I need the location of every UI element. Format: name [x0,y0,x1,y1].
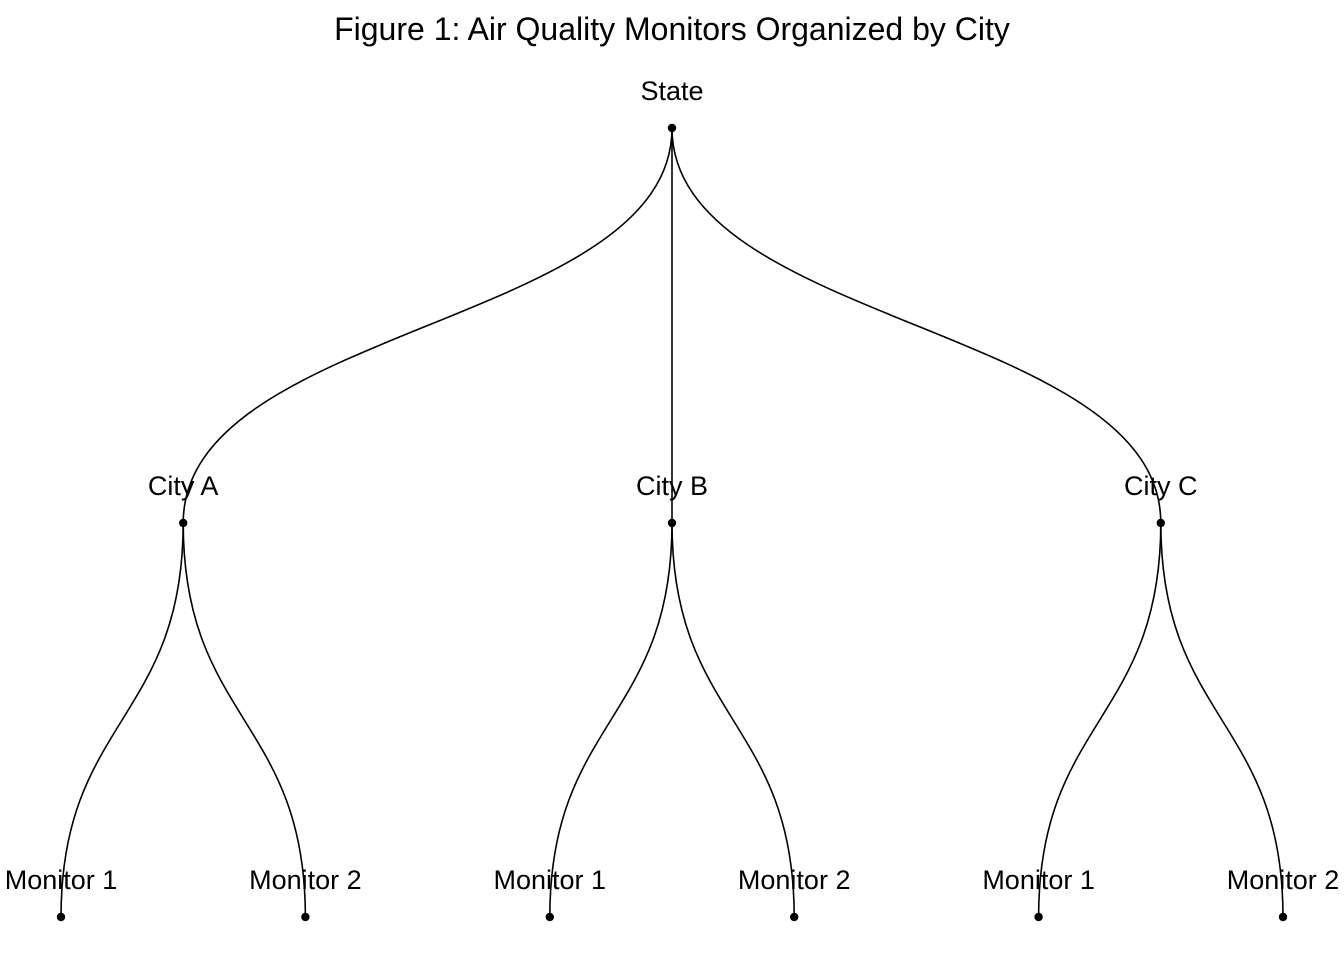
node-city-c-monitor-2: Monitor 2 [1227,865,1340,922]
node-city-a-monitor-2: Monitor 2 [249,865,362,922]
node-label: City C [1124,471,1198,501]
edge-city-b-to-monitor-1 [549,522,673,918]
node-city-a-monitor-1: Monitor 1 [5,865,118,922]
node-label: Monitor 2 [249,865,362,895]
edge-city-a-to-monitor-1 [60,522,184,918]
node-dot [545,912,554,922]
node-label: Monitor 2 [1227,865,1340,895]
edge-state-to-city-a [182,127,673,524]
edge-city-c-to-monitor-2 [1160,522,1284,918]
tree-edges [60,127,1284,918]
node-dot [667,123,677,133]
edge-state-to-city-c [671,127,1162,524]
node-label: State [640,76,703,106]
node-city-c-monitor-1: Monitor 1 [982,865,1095,922]
node-dot [1034,912,1043,922]
node-dot [179,518,188,528]
node-dot [1156,518,1166,528]
node-city-b-monitor-1: Monitor 1 [494,865,607,922]
node-city-b-monitor-2: Monitor 2 [738,865,851,922]
node-label: Monitor 1 [5,865,118,895]
node-label: Monitor 2 [738,865,851,895]
node-dot [667,518,677,528]
node-dot [301,912,310,922]
node-label: Monitor 1 [494,865,607,895]
node-dot [1278,912,1288,922]
node-dot [56,912,66,922]
node-city-b: City B [636,471,708,528]
node-city-c: City C [1124,471,1198,528]
node-label: City A [148,471,219,501]
edge-city-c-to-monitor-1 [1037,522,1162,918]
edge-city-b-to-monitor-2 [671,522,795,918]
figure-title: Figure 1: Air Quality Monitors Organized… [334,11,1010,47]
edge-city-a-to-monitor-2 [182,522,307,918]
node-city-a: City A [148,471,219,528]
node-state: State [640,76,704,133]
node-dot [790,912,799,922]
tree-nodes: State City A Monitor 1 Monitor 2 City B Monit… [5,76,1340,922]
node-label: City B [636,471,708,501]
node-label: Monitor 1 [982,865,1095,895]
